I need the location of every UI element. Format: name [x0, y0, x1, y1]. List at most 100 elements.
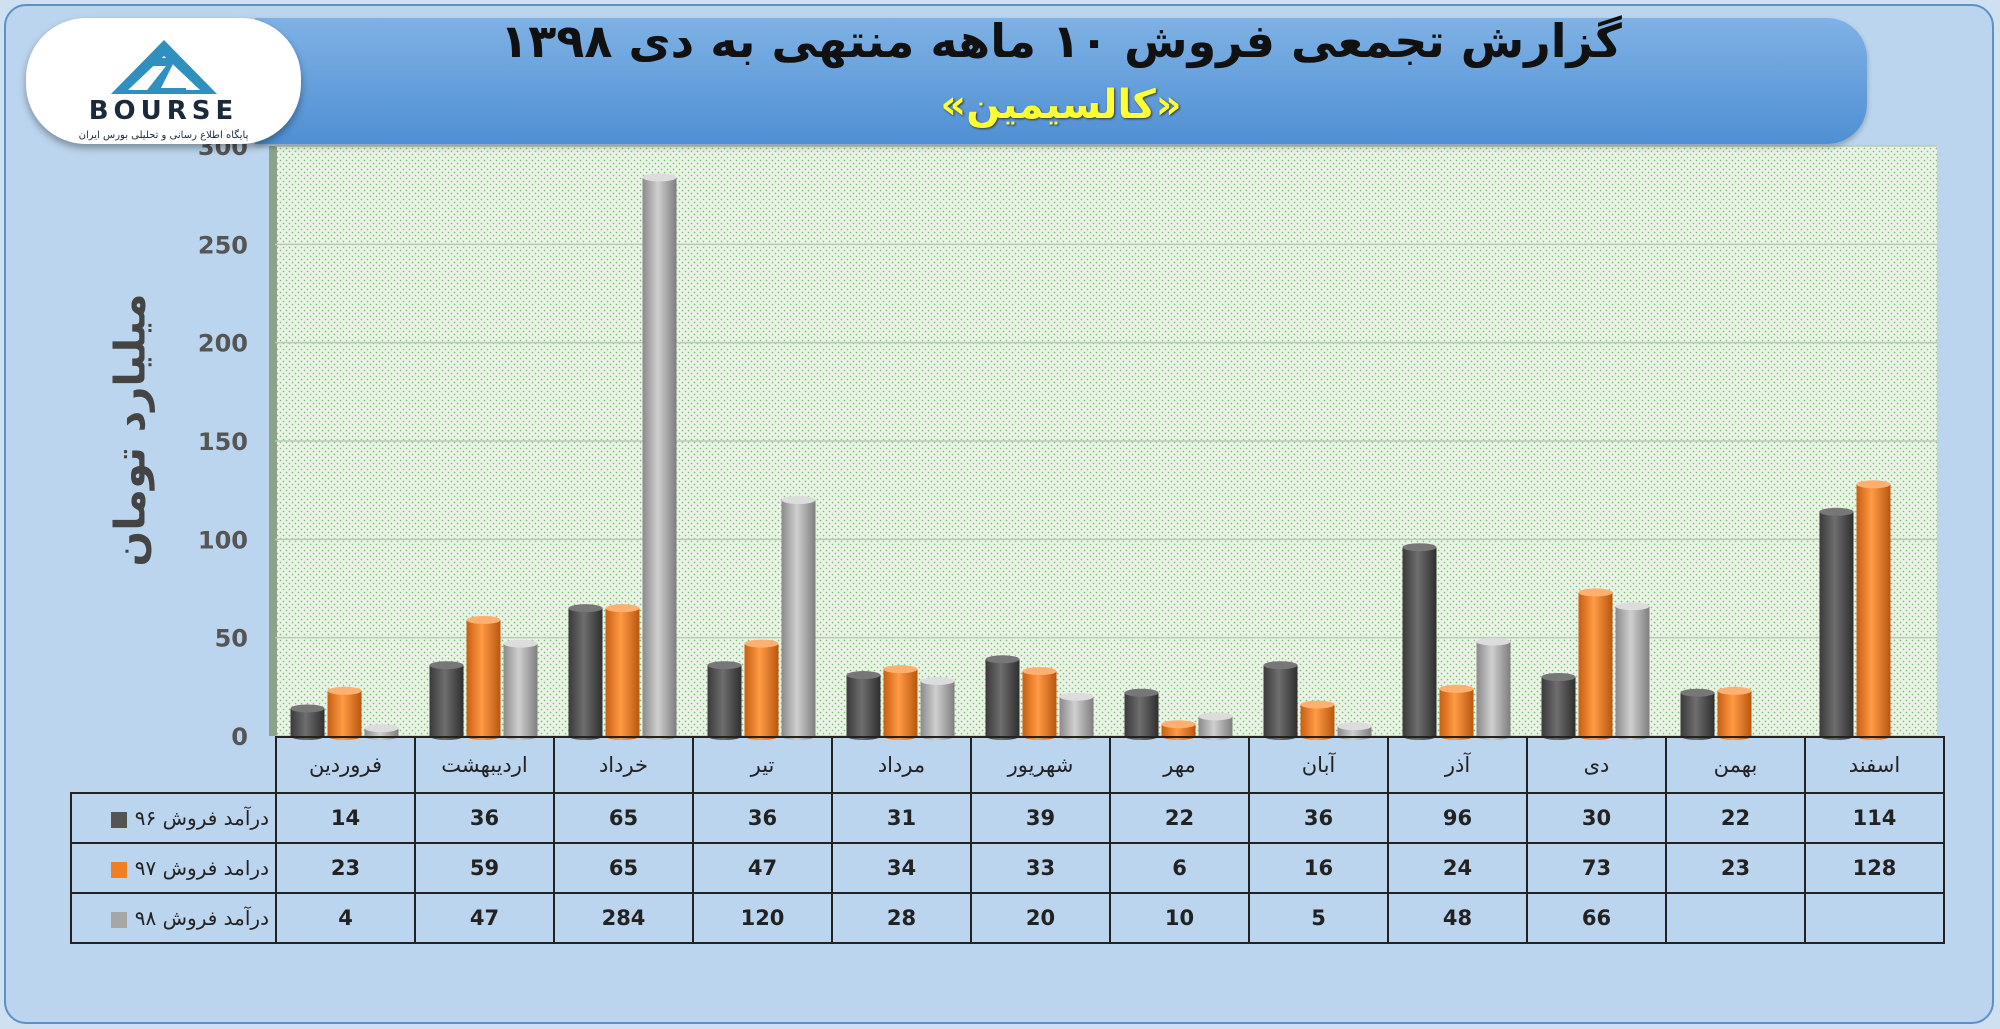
bar — [1615, 602, 1650, 740]
bars — [290, 173, 1891, 740]
table-cell: 14 — [275, 792, 416, 844]
bar — [781, 496, 816, 740]
table-cell: 48 — [1387, 892, 1528, 944]
gridlines — [275, 145, 1937, 737]
table-cell: 5 — [1248, 892, 1389, 944]
logo-tagline: پایگاه اطلاع رسانی و تحلیلی بورس ایران — [78, 130, 249, 141]
table-cell: 22 — [1665, 792, 1806, 844]
bar — [744, 639, 779, 740]
table-cell: 47 — [692, 842, 833, 894]
table-cell: 284 — [553, 892, 694, 944]
table-cell: 36 — [414, 792, 555, 844]
table-cell: 30 — [1526, 792, 1667, 844]
table-corner — [71, 737, 277, 794]
legend-entry: درآمد فروش ۹۶ — [70, 792, 277, 844]
logo-text: BOURSE — [88, 96, 239, 126]
table-cell: 23 — [275, 842, 416, 894]
table-cell: 33 — [970, 842, 1111, 894]
y-tick-label: 150 — [198, 428, 248, 456]
data-table: فروردین اردیبهشت خرداد تیر مرداد شهریور … — [70, 736, 1945, 944]
bar — [503, 639, 538, 740]
month-header: مرداد — [831, 736, 972, 794]
table-cell: 34 — [831, 842, 972, 894]
table-cell: 47 — [414, 892, 555, 944]
bar — [1541, 673, 1576, 740]
bar — [1680, 688, 1715, 740]
chart-title: گزارش تجمعی فروش ۱۰ ماهه منتهی به دی ۱۳۹… — [500, 14, 1622, 68]
bar — [1300, 700, 1335, 740]
bar — [1578, 588, 1613, 740]
y-axis-label: میلیارد تومان — [105, 293, 155, 567]
table-cell: 16 — [1248, 842, 1389, 894]
table-cell: 23 — [1665, 842, 1806, 894]
bar — [327, 686, 362, 740]
table-cell: 65 — [553, 792, 694, 844]
table-cell: 59 — [414, 842, 555, 894]
bar — [1856, 480, 1891, 740]
month-header: بهمن — [1665, 736, 1806, 794]
table-cell: 36 — [692, 792, 833, 844]
table-cell: 22 — [1109, 792, 1250, 844]
bar — [568, 604, 603, 740]
y-tick-label: 50 — [215, 625, 248, 653]
bar — [883, 665, 918, 740]
table-header-row: فروردین اردیبهشت خرداد تیر مرداد شهریور … — [71, 736, 1945, 794]
y-tick-label: 200 — [198, 330, 248, 358]
table-cell: 4 — [275, 892, 416, 944]
table-cell: 96 — [1387, 792, 1528, 844]
table-cell: 39 — [970, 792, 1111, 844]
table-row: درآمد فروش ۹۸ 4 47 284 120 28 20 10 5 48… — [70, 892, 1945, 944]
table-cell — [1665, 892, 1806, 944]
logo-mark-icon — [111, 40, 217, 94]
month-header: خرداد — [553, 736, 694, 794]
title-banner — [255, 18, 1867, 144]
bar — [466, 615, 501, 740]
bar — [1439, 684, 1474, 740]
table-cell — [1804, 892, 1945, 944]
table-cell: 120 — [692, 892, 833, 944]
table-cell: 6 — [1109, 842, 1250, 894]
legend-swatch — [110, 861, 127, 878]
bar — [1022, 667, 1057, 740]
bar — [1263, 661, 1298, 740]
table-cell: 36 — [1248, 792, 1389, 844]
bar — [1717, 686, 1752, 740]
bar — [1476, 637, 1511, 740]
bar — [1402, 543, 1437, 740]
legend-entry: درآمد فروش ۹۸ — [70, 892, 277, 944]
table-cell: 66 — [1526, 892, 1667, 944]
bar — [605, 604, 640, 740]
bar — [985, 655, 1020, 740]
table-cell: 10 — [1109, 892, 1250, 944]
bar — [920, 676, 955, 740]
month-header: دی — [1526, 736, 1667, 794]
table-cell: 20 — [970, 892, 1111, 944]
month-header: مهر — [1109, 736, 1250, 794]
table-cell: 31 — [831, 792, 972, 844]
month-header: اسفند — [1804, 736, 1945, 794]
legend-entry: درامد فروش ۹۷ — [70, 842, 277, 894]
table-cell: 24 — [1387, 842, 1528, 894]
plot-side-wall — [269, 146, 277, 736]
bar — [707, 661, 742, 740]
bar — [846, 671, 881, 740]
legend-swatch — [110, 911, 127, 928]
bar — [429, 661, 464, 740]
bar — [1819, 507, 1854, 740]
table-row: درامد فروش ۹۷ 23 59 65 47 34 33 6 16 24 … — [70, 842, 1945, 894]
y-tick-label: 100 — [198, 526, 248, 554]
month-header: شهریور — [970, 736, 1111, 794]
table-cell: 28 — [831, 892, 972, 944]
y-tick-label: 250 — [198, 231, 248, 259]
table-cell: 114 — [1804, 792, 1945, 844]
table-cell: 65 — [553, 842, 694, 894]
bar — [290, 704, 325, 740]
table-row: درآمد فروش ۹۶ 14 36 65 36 31 39 22 36 96… — [70, 792, 1945, 844]
bourse-logo: BOURSE پایگاه اطلاع رسانی و تحلیلی بورس … — [26, 18, 301, 144]
month-header: فروردین — [275, 736, 416, 794]
month-header: آبان — [1248, 736, 1389, 794]
chart-subtitle: «کالسیمین» — [940, 82, 1182, 128]
bar — [1124, 688, 1159, 740]
